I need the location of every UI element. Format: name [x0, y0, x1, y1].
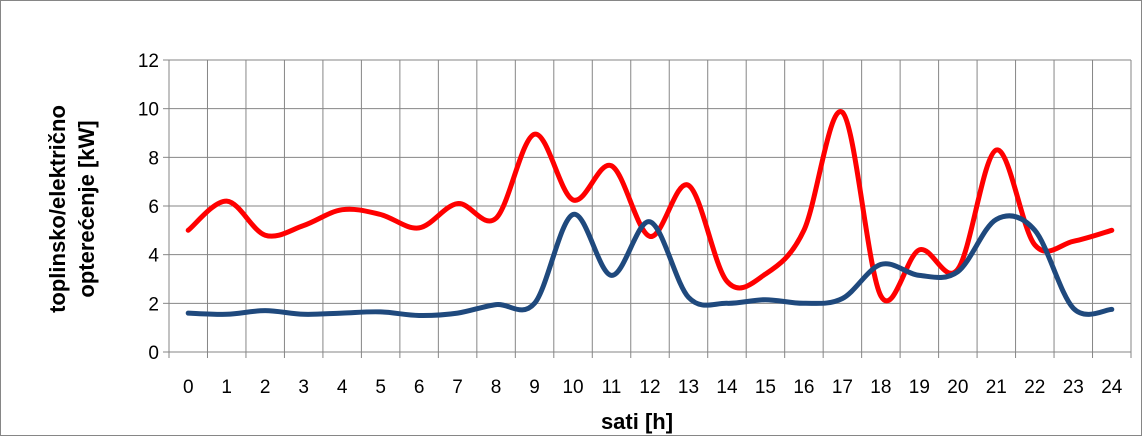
x-tick-label: 22	[1024, 377, 1045, 398]
series-layer	[185, 109, 1115, 319]
x-tick-label: 5	[375, 377, 386, 398]
x-tick-label: 7	[452, 377, 463, 398]
y-axis-title-line-1: toplinsko/električno	[45, 105, 70, 313]
x-tick-label: 6	[414, 377, 425, 398]
y-tick-label: 8	[148, 148, 159, 169]
y-tick-label: 2	[148, 294, 159, 315]
x-tick-label: 0	[183, 377, 194, 398]
series-line-2	[185, 212, 1115, 319]
y-tick-label: 4	[148, 246, 159, 267]
y-tick-label: 12	[138, 51, 159, 72]
x-tick-labels: 0 1 2 3 4 5 6 7 8 9 10 11 12 13 14 15 16 17 18 19 20 21 22 23 24	[183, 377, 1123, 398]
x-tick-label: 10	[562, 377, 583, 398]
x-axis-title: sati [h]	[601, 409, 673, 434]
x-tick-label: 18	[870, 377, 891, 398]
x-tick-label: 8	[491, 377, 502, 398]
x-tick-label: 19	[909, 377, 930, 398]
x-tick-label: 3	[298, 377, 309, 398]
y-tick-label: 0	[148, 343, 159, 364]
x-tick-label: 16	[793, 377, 814, 398]
x-tick-label: 17	[832, 377, 853, 398]
y-axis-title-line-2: opterećenje [kW]	[74, 120, 99, 297]
y-tick-label: 10	[138, 100, 159, 121]
x-tick-label: 20	[947, 377, 968, 398]
y-tick-labels: 0 2 4 6 8 10 12	[138, 51, 160, 364]
x-tick-label: 14	[716, 377, 738, 398]
x-tick-label: 11	[602, 377, 622, 398]
x-tick-label: 23	[1063, 377, 1084, 398]
x-tick-label: 12	[639, 377, 660, 398]
x-tick-label: 15	[755, 377, 776, 398]
x-tick-label: 9	[529, 377, 540, 398]
x-tick-label: 21	[986, 377, 1007, 398]
x-tick-label: 2	[260, 377, 271, 398]
x-tick-label: 24	[1101, 377, 1123, 398]
x-tick-label: 13	[678, 377, 699, 398]
y-tick-label: 6	[148, 197, 159, 218]
x-tick-label: 4	[337, 377, 348, 398]
x-tick-label: 1	[221, 377, 232, 398]
